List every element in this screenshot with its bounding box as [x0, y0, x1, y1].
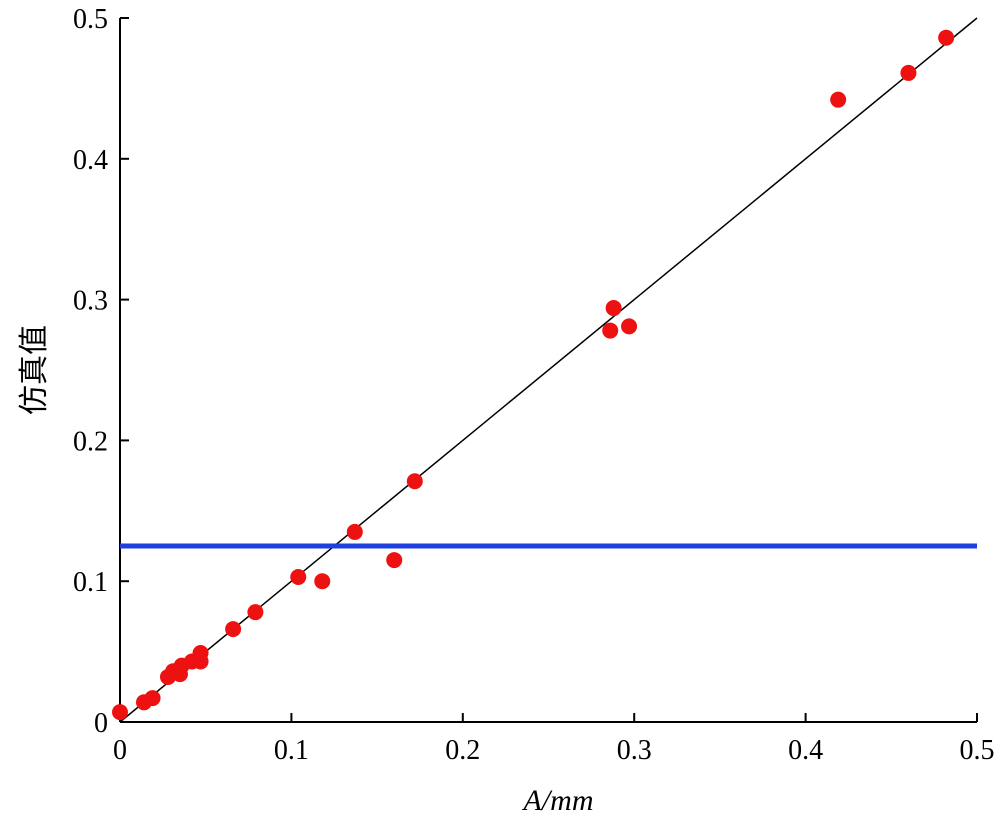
x-tick-label: 0.2 [445, 735, 480, 766]
data-point [900, 64, 917, 81]
data-point [112, 704, 128, 721]
x-tick-label: 0.3 [617, 735, 652, 766]
x-tick-label: 0 [113, 735, 127, 766]
data-points [112, 29, 955, 721]
data-point [938, 29, 955, 46]
data-point [605, 300, 622, 317]
data-point [225, 621, 242, 638]
y-axis-label: 仿真值 [17, 325, 52, 415]
x-axis-label-variable: A [522, 784, 543, 817]
y-tick-label: 0.1 [73, 567, 108, 598]
data-point [192, 645, 209, 662]
y-ticks: 0 0.1 0.2 0.3 0.4 0.5 [73, 4, 129, 739]
y-tick-label: 0.2 [73, 426, 108, 457]
data-point [406, 473, 423, 490]
x-axis-label: A/mm [522, 784, 594, 817]
reference-line-y-equals-x [119, 17, 978, 723]
y-tick-label: 0.4 [73, 145, 108, 176]
data-point [602, 322, 619, 339]
data-point [290, 568, 307, 585]
data-point [247, 604, 264, 621]
data-point [386, 552, 403, 569]
y-tick-label: 0 [94, 708, 108, 739]
x-tick-label: 0.4 [788, 735, 823, 766]
data-point [144, 690, 161, 707]
x-axis-label-unit: /mm [540, 784, 594, 817]
data-point [314, 573, 331, 590]
y-tick-label: 0.5 [73, 4, 108, 35]
data-point [346, 523, 363, 540]
axes [119, 18, 977, 723]
data-point [621, 318, 638, 335]
x-ticks: 0 0.1 0.2 0.3 0.4 0.5 [113, 713, 995, 766]
y-tick-label: 0.3 [73, 286, 108, 317]
data-point [830, 91, 847, 108]
x-tick-label: 0.1 [274, 735, 309, 766]
x-tick-label: 0.5 [960, 735, 995, 766]
